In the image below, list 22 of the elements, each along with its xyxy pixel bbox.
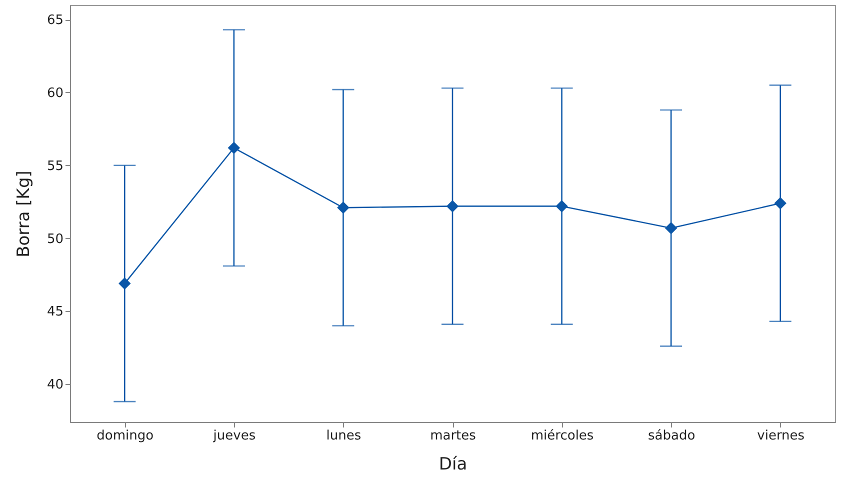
y-tick-label: 55	[46, 158, 64, 174]
x-tick-label: sábado	[648, 428, 696, 444]
y-tick-label: 65	[46, 13, 64, 28]
y-tick-label: 40	[46, 378, 64, 393]
point	[664, 222, 678, 234]
y-tick-label: 60	[46, 86, 64, 101]
y-tick-label: 45	[46, 304, 64, 320]
x-axis-title: Día	[438, 454, 468, 474]
x-tick-label: lunes	[326, 428, 362, 444]
y-tick-label: 50	[46, 232, 64, 247]
point	[118, 277, 131, 290]
x-tick-label: viernes	[757, 428, 805, 444]
x-tick-label: domingo	[96, 428, 154, 444]
x-tick-label: jueves	[212, 428, 256, 444]
point	[337, 202, 350, 214]
y-axis-title: Borra [Kg]	[14, 170, 34, 258]
x-tick-label: miércoles	[530, 428, 594, 444]
point	[774, 197, 786, 210]
point	[556, 200, 568, 212]
point	[228, 142, 240, 154]
x-tick-label: martes	[430, 428, 476, 444]
point	[446, 200, 459, 212]
